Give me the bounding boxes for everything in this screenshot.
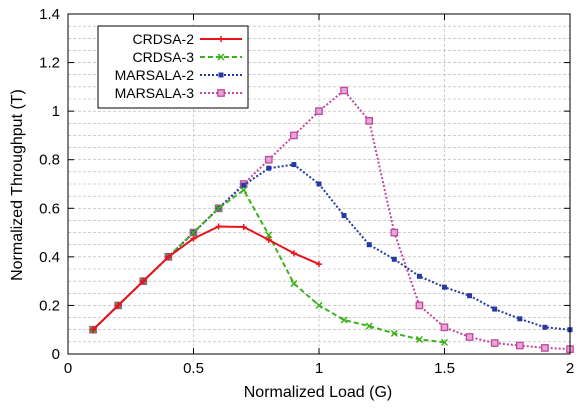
data-point-marsala-2 (517, 316, 523, 322)
series-crdsa-3 (89, 186, 449, 346)
data-point-marsala-2 (366, 242, 372, 248)
data-point-marsala-2 (492, 306, 498, 312)
data-point-crdsa-2 (140, 278, 147, 285)
y-tick-label: 0.4 (39, 249, 60, 266)
data-point-marsala-3 (340, 86, 348, 95)
data-point-marsala-2 (241, 182, 247, 188)
series-line-crdsa-3 (92, 188, 445, 344)
series-marsala-3 (89, 86, 574, 353)
data-point-marsala-3 (465, 333, 474, 341)
data-point-crdsa-3 (365, 322, 373, 330)
legend-label-crdsa-2: CRDSA-2 (133, 31, 195, 47)
legend-item-marsala-2: MARSALA-2 (115, 67, 242, 83)
data-point-marsala-2 (341, 213, 347, 219)
series-marsala-2 (90, 162, 573, 333)
x-tick-label: 1.5 (434, 360, 455, 377)
data-point-marsala-3 (490, 339, 499, 347)
data-point-marsala-2 (442, 284, 447, 290)
legend-label-marsala-3: MARSALA-3 (115, 85, 195, 101)
data-point-crdsa-3 (240, 186, 248, 194)
data-point-marsala-2 (266, 165, 272, 171)
data-point-crdsa-2 (215, 223, 222, 230)
series-line-marsala-2 (92, 163, 571, 331)
legend-item-marsala-3: MARSALA-3 (115, 85, 242, 101)
data-point-crdsa-3 (315, 301, 323, 309)
data-point-crdsa-2 (265, 236, 272, 243)
y-tick-label: 1.2 (39, 55, 60, 72)
data-point-marsala-3 (290, 131, 298, 140)
data-point-crdsa-2 (115, 302, 122, 309)
data-point-marsala-3 (390, 228, 399, 237)
legend-marker-crdsa-2 (218, 36, 224, 42)
x-tick-label: 0.5 (183, 360, 204, 377)
legend-marker-marsala-3 (217, 89, 225, 97)
data-point-marsala-2 (291, 162, 297, 168)
data-point-marsala-2 (391, 256, 397, 262)
x-tick-label: 1 (315, 360, 323, 377)
series-layer (89, 86, 574, 353)
legend-label-crdsa-3: CRDSA-3 (133, 49, 195, 65)
data-point-marsala-2 (467, 293, 473, 299)
data-point-crdsa-3 (415, 335, 423, 343)
x-axis-title: Normalized Load (G) (244, 384, 393, 401)
x-tick-label: 0 (64, 360, 72, 377)
y-tick-label: 0.8 (39, 152, 60, 169)
legend-item-crdsa-2: CRDSA-2 (133, 31, 242, 47)
y-tick-label: 1 (52, 103, 60, 120)
data-point-crdsa-2 (90, 326, 97, 333)
data-point-crdsa-3 (290, 280, 298, 288)
series-crdsa-2 (90, 223, 322, 333)
data-point-crdsa-2 (190, 235, 197, 242)
data-point-crdsa-2 (165, 253, 172, 260)
x-tick-label: 2 (566, 360, 574, 377)
data-point-marsala-3 (541, 344, 549, 352)
data-point-crdsa-3 (265, 231, 273, 239)
data-point-crdsa-3 (440, 338, 449, 346)
series-line-crdsa-2 (92, 225, 320, 331)
data-point-crdsa-2 (240, 223, 247, 230)
data-point-marsala-3 (440, 323, 449, 332)
y-tick-label: 0 (52, 346, 60, 363)
data-point-crdsa-2 (290, 250, 297, 257)
legend-marker-crdsa-3 (217, 53, 225, 61)
data-point-marsala-2 (316, 181, 322, 187)
y-tick-label: 0.6 (39, 200, 60, 217)
data-point-marsala-3 (515, 341, 524, 350)
data-point-marsala-2 (416, 273, 422, 279)
data-point-crdsa-3 (340, 316, 348, 324)
y-tick-label: 0.2 (39, 297, 60, 314)
legend-item-crdsa-3: CRDSA-3 (133, 49, 242, 65)
legend-label-marsala-2: MARSALA-2 (115, 67, 195, 83)
data-point-marsala-3 (315, 107, 323, 115)
data-point-crdsa-3 (215, 204, 223, 212)
data-point-crdsa-3 (189, 229, 198, 237)
y-axis-title: Normalized Throughput (T) (9, 89, 26, 281)
data-point-marsala-2 (542, 324, 548, 330)
data-point-marsala-3 (264, 155, 273, 164)
data-point-crdsa-3 (390, 329, 398, 337)
data-point-marsala-3 (365, 117, 374, 125)
ticks: 0 0.5 1 1.5 2 0 0.2 0.4 0.6 0.8 1 1.2 1.4 (39, 6, 574, 377)
y-tick-label: 1.4 (39, 6, 60, 23)
data-point-crdsa-2 (316, 261, 322, 268)
legend: CRDSA-2 CRDSA-3 MARSALA-2 MARSALA-3 (97, 25, 249, 109)
data-point-marsala-3 (415, 301, 424, 310)
legend-marker-marsala-2 (218, 72, 224, 78)
